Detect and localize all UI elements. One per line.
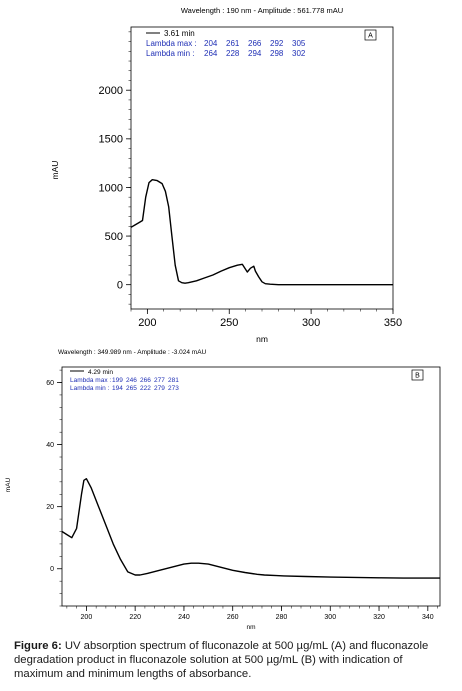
- b-lambda-row-label: Lambda min :: [70, 385, 110, 392]
- chart-a-svg: Wavelength : 190 nm - Amplitude : 561.77…: [50, 6, 402, 344]
- a-y-axis-label: mAU: [50, 161, 60, 180]
- b-x-tick-label: 280: [276, 614, 288, 621]
- b-x-tick-label: 340: [422, 614, 434, 621]
- b-panel-label-box: [411, 369, 424, 381]
- b-lambda-value: 277: [154, 377, 165, 384]
- b-lambda-value: 281: [168, 377, 179, 384]
- a-y-tick-label: 0: [117, 280, 123, 292]
- a-legend-label: 3.61 min: [164, 29, 195, 38]
- b-chart-header: Wavelength : 349.989 nm - Amplitude : -3…: [58, 349, 207, 356]
- b-lambda-value: 222: [140, 385, 151, 392]
- a-lambda-value: 264: [204, 49, 218, 58]
- b-legend-label: 4.29 min: [88, 369, 113, 376]
- b-lambda-value: 265: [126, 385, 137, 392]
- b-x-tick-label: 300: [324, 614, 336, 621]
- a-lambda-value: 228: [226, 49, 240, 58]
- chart-panel-b: Wavelength : 349.989 nm - Amplitude : -3…: [0, 345, 462, 635]
- a-lambda-value: 305: [292, 39, 306, 48]
- b-lambda-value: 246: [126, 377, 137, 384]
- caption-text: UV absorption spectrum of fluconazole at…: [14, 640, 429, 680]
- a-panel-label-box: [364, 29, 377, 41]
- b-lambda-row-label: Lambda max :: [70, 377, 111, 384]
- a-lambda-row-label: Lambda min :: [146, 49, 194, 58]
- b-lambda-value: 194: [112, 385, 123, 392]
- b-series-line: [61, 478, 440, 579]
- b-x-tick-label: 260: [227, 614, 239, 621]
- b-x-tick-label: 240: [178, 614, 190, 621]
- b-lambda-value: 279: [154, 385, 165, 392]
- b-x-tick-label: 320: [373, 614, 385, 621]
- b-plot-frame: [61, 366, 441, 607]
- chart-panel-a: Wavelength : 190 nm - Amplitude : 561.77…: [0, 0, 462, 345]
- a-y-tick-label: 2000: [99, 85, 123, 97]
- a-x-tick-label: 300: [302, 317, 320, 329]
- a-x-tick-label: 200: [138, 317, 156, 329]
- b-panel-label: B: [415, 373, 420, 380]
- b-y-tick-label: 60: [46, 380, 54, 387]
- b-y-tick-label: 0: [50, 566, 54, 573]
- caption-label: Figure 6:: [14, 640, 62, 652]
- a-y-tick-label: 500: [105, 231, 123, 243]
- a-lambda-row-label: Lambda max :: [146, 39, 197, 48]
- a-x-tick-label: 350: [384, 317, 402, 329]
- a-plot-frame: [130, 26, 394, 310]
- b-lambda-value: 199: [112, 377, 123, 384]
- a-chart-header: Wavelength : 190 nm - Amplitude : 561.77…: [181, 6, 343, 15]
- a-lambda-value: 302: [292, 49, 306, 58]
- b-x-tick-label: 200: [81, 614, 93, 621]
- b-lambda-value: 273: [168, 385, 179, 392]
- a-lambda-value: 292: [270, 39, 284, 48]
- b-x-tick-label: 220: [129, 614, 141, 621]
- a-panel-label: A: [368, 33, 373, 40]
- a-lambda-value: 294: [248, 49, 262, 58]
- b-x-axis-label: nm: [246, 624, 255, 631]
- b-y-tick-label: 40: [46, 442, 54, 449]
- a-series-line: [130, 179, 393, 286]
- b-y-tick-label: 20: [46, 504, 54, 511]
- a-x-axis-label: nm: [256, 334, 268, 344]
- a-lambda-value: 266: [248, 39, 262, 48]
- a-y-tick-label: 1000: [99, 182, 123, 194]
- figure-caption: Figure 6: UV absorption spectrum of fluc…: [14, 639, 452, 681]
- b-lambda-value: 266: [140, 377, 151, 384]
- a-lambda-value: 298: [270, 49, 284, 58]
- a-y-tick-label: 1500: [99, 134, 123, 146]
- a-lambda-value: 261: [226, 39, 240, 48]
- a-x-tick-label: 250: [220, 317, 238, 329]
- a-lambda-value: 204: [204, 39, 218, 48]
- chart-b-svg: Wavelength : 349.989 nm - Amplitude : -3…: [5, 349, 441, 631]
- b-y-axis-label: mAU: [5, 477, 12, 492]
